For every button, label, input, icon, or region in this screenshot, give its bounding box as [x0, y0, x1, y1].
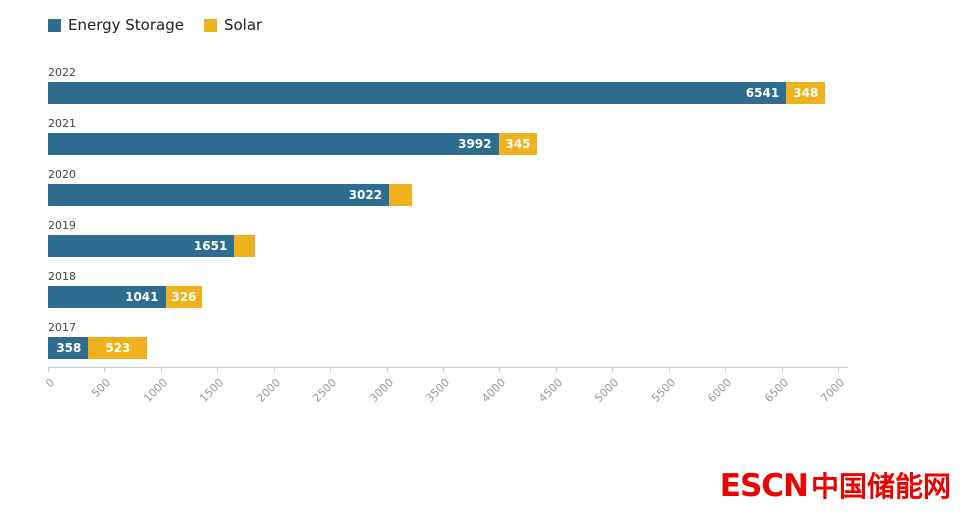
legend-swatch-solar	[203, 18, 217, 32]
bar-rows: 2022 6541 348 2021 3992 345 2020 3022 2019 1651 20…	[48, 66, 838, 359]
axis-tick	[555, 368, 557, 372]
segment-energy-storage: 6541	[48, 82, 787, 104]
value-label: 1041	[125, 290, 159, 304]
axis-tick	[217, 368, 219, 372]
axis-tick-label: 5500	[648, 376, 678, 405]
watermark-escn-text: ESCN	[719, 468, 809, 504]
axis-tick-label: 1500	[197, 376, 227, 405]
axis-tick-label: 4000	[479, 376, 509, 405]
axis-tick-label: 4500	[536, 376, 566, 405]
legend-item-solar: Solar	[203, 16, 263, 34]
segment-solar	[234, 235, 255, 257]
value-label: 326	[171, 290, 197, 304]
axis-tick-label: 5000	[592, 376, 622, 405]
axis-tick	[273, 368, 275, 372]
bar-row-2018: 2018 1041 326	[48, 270, 838, 308]
category-label: 2020	[48, 168, 76, 181]
category-label: 2022	[48, 66, 76, 79]
axis-tick	[612, 368, 614, 372]
bar-row-2019: 2019 1651	[48, 219, 838, 257]
axis-tick	[725, 368, 727, 372]
category-label: 2021	[48, 117, 76, 130]
axis-tick-label: 1000	[141, 376, 171, 405]
value-label: 6541	[745, 86, 780, 100]
bar-row-2020: 2020 3022	[48, 168, 838, 206]
watermark: ESCN 中国储能网	[720, 465, 951, 505]
axis-tick	[48, 368, 49, 372]
stacked-bar: 358 523	[48, 337, 838, 359]
legend-swatch-energy-storage	[48, 18, 61, 32]
category-label: 2019	[48, 219, 76, 232]
axis-tick-label: 500	[89, 376, 114, 401]
x-axis: 0 500 1000 1500 2000 2500 3000 3500 4000 4500 5000…	[43, 367, 848, 437]
segment-solar: 523	[88, 337, 148, 359]
category-label: 2018	[48, 270, 76, 283]
axis-tick-label: 7000	[818, 376, 848, 405]
segment-energy-storage: 3022	[48, 184, 390, 206]
segment-solar: 326	[165, 286, 203, 308]
segment-energy-storage: 3992	[48, 133, 499, 155]
segment-solar	[389, 184, 412, 206]
segment-energy-storage: 358	[48, 337, 89, 359]
axis-tick	[386, 368, 388, 372]
segment-energy-storage: 1041	[48, 286, 166, 308]
axis-tick-label: 6500	[761, 376, 791, 405]
axis-tick-label: 2000	[253, 376, 283, 405]
stacked-bar: 3992 345	[48, 133, 838, 155]
axis-tick-label: 2500	[310, 376, 340, 405]
value-label: 358	[56, 341, 82, 355]
value-label: 3992	[458, 137, 492, 151]
axis-tick-label: 3000	[366, 376, 396, 405]
stacked-bar: 6541 348	[48, 82, 838, 104]
stacked-bar: 1041 326	[48, 286, 838, 308]
axis-tick	[104, 368, 106, 372]
bar-row-2022: 2022 6541 348	[48, 66, 838, 104]
value-label: 523	[105, 341, 131, 355]
axis-tick	[838, 368, 839, 372]
bar-row-2021: 2021 3992 345	[48, 117, 838, 155]
axis-tick	[781, 368, 783, 372]
axis-tick	[160, 368, 162, 372]
stacked-bar: 3022	[48, 184, 838, 206]
value-label: 345	[505, 137, 531, 151]
axis-tick	[443, 368, 444, 372]
legend-item-energy-storage: Energy Storage	[48, 16, 184, 34]
axis-tick	[499, 368, 501, 372]
value-label: 1651	[193, 239, 228, 253]
watermark-chinese-text: 中国储能网	[810, 470, 951, 503]
axis-tick-label: 0	[43, 376, 58, 391]
value-label: 3022	[348, 188, 383, 202]
segment-solar: 348	[786, 82, 826, 104]
legend-label: Solar	[223, 16, 263, 34]
legend-label: Energy Storage	[68, 16, 184, 34]
stacked-bar: 1651	[48, 235, 838, 257]
axis-tick	[330, 368, 332, 372]
category-label: 2017	[48, 321, 76, 334]
axis-tick	[668, 368, 670, 372]
segment-energy-storage: 1651	[48, 235, 235, 257]
axis-tick-label: 6000	[705, 376, 735, 405]
axis-tick-label: 3500	[423, 376, 453, 405]
value-label: 348	[793, 86, 819, 100]
segment-solar: 345	[498, 133, 538, 155]
bar-row-2017: 2017 358 523	[48, 321, 838, 359]
chart-legend: Energy Storage Solar	[48, 16, 965, 34]
stacked-bar-chart: 2022 6541 348 2021 3992 345 2020 3022 2019 1651 20…	[43, 66, 965, 437]
